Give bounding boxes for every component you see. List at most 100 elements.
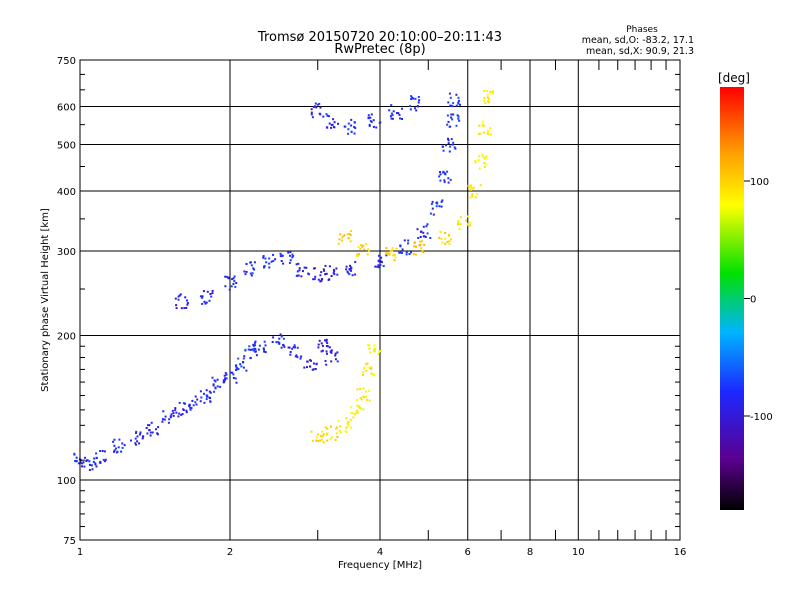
colorbar-label: [deg] [718, 71, 750, 85]
echo-point [356, 409, 359, 412]
echo-point [214, 380, 217, 383]
echo-point [378, 254, 380, 257]
echo-point [291, 253, 294, 256]
echo-point [113, 444, 116, 447]
y-tick-label: 600 [57, 103, 76, 114]
echo-point [167, 421, 170, 424]
echo-point [389, 115, 392, 118]
echo-point [312, 362, 315, 365]
echo-point [416, 228, 419, 231]
echo-point [410, 251, 412, 254]
echo-point [414, 97, 417, 100]
echo-point [365, 369, 368, 372]
stats-x-line: mean, sd,X: 90.9, 21.3 [586, 46, 694, 57]
echo-point [391, 249, 394, 252]
echo-point [454, 147, 457, 150]
echo-point [101, 450, 104, 452]
echo-point [360, 398, 363, 401]
echo-point [292, 346, 295, 349]
echo-point [194, 401, 197, 404]
echo-point [329, 425, 332, 428]
echo-point [320, 271, 323, 274]
echo-point [328, 265, 331, 268]
echo-point [479, 184, 482, 187]
echo-point [347, 421, 350, 423]
x-tick-label: 8 [527, 547, 533, 558]
echo-point [330, 360, 333, 363]
echo-point [336, 360, 339, 363]
echo-point [315, 439, 318, 442]
echo-point [358, 405, 361, 408]
echo-point [410, 98, 413, 100]
echo-point [347, 271, 350, 274]
echo-point [420, 230, 423, 233]
echo-point [362, 244, 365, 247]
echo-point [321, 430, 323, 433]
echo-point [445, 144, 447, 147]
echo-point [455, 93, 458, 96]
echo-point [482, 99, 485, 102]
echo-point [252, 343, 255, 346]
echo-point [335, 432, 338, 435]
echo-point [339, 425, 342, 428]
echo-point [401, 107, 403, 110]
echo-point [183, 307, 186, 309]
echo-point [371, 372, 374, 375]
echo-point [443, 179, 446, 182]
echo-point [212, 383, 215, 386]
echo-point [412, 253, 415, 256]
echo-point [335, 267, 338, 270]
y-tick-label: 300 [57, 247, 76, 258]
echo-point [448, 240, 451, 243]
echo-point [441, 199, 444, 202]
echo-point [419, 236, 422, 238]
echo-point [360, 244, 362, 246]
echo-point [310, 111, 313, 114]
echo-point [350, 267, 353, 270]
echo-point [374, 347, 377, 350]
echo-point [91, 468, 94, 471]
echo-point [94, 462, 97, 465]
echo-point [323, 269, 326, 272]
echo-point [346, 422, 349, 425]
echo-point [364, 390, 367, 393]
echo-point [243, 355, 246, 358]
echo-point [175, 307, 178, 310]
echo-point [362, 371, 365, 374]
echo-point [326, 352, 328, 355]
echo-point [117, 446, 120, 449]
echo-point [341, 236, 344, 239]
stats-heading: Phases [626, 25, 658, 35]
echo-point [345, 426, 348, 429]
echo-point [141, 437, 144, 440]
echo-point [83, 465, 86, 468]
echo-point [484, 157, 487, 159]
echo-point [209, 293, 212, 295]
echo-point [365, 363, 368, 366]
echo-point [161, 420, 164, 423]
echo-point [232, 277, 235, 280]
echo-point [150, 421, 153, 424]
echo-point [254, 348, 257, 350]
echo-point [483, 90, 486, 92]
echo-point [474, 160, 477, 162]
echo-point [448, 125, 451, 128]
echo-point [263, 350, 266, 353]
echo-point [178, 294, 181, 297]
echo-point [430, 203, 433, 205]
echo-point [425, 225, 428, 228]
echo-point [382, 265, 385, 267]
echo-point [335, 427, 338, 430]
echo-point [99, 461, 102, 464]
echo-point [360, 407, 362, 410]
echo-point [359, 247, 362, 250]
echo-point [415, 109, 418, 112]
echo-point [488, 98, 491, 101]
echo-point [457, 102, 460, 105]
echo-point [81, 462, 84, 465]
echo-point [438, 236, 441, 239]
echo-point [178, 401, 181, 404]
echo-point [422, 251, 425, 254]
echo-point [149, 431, 152, 434]
echo-point [177, 298, 180, 301]
